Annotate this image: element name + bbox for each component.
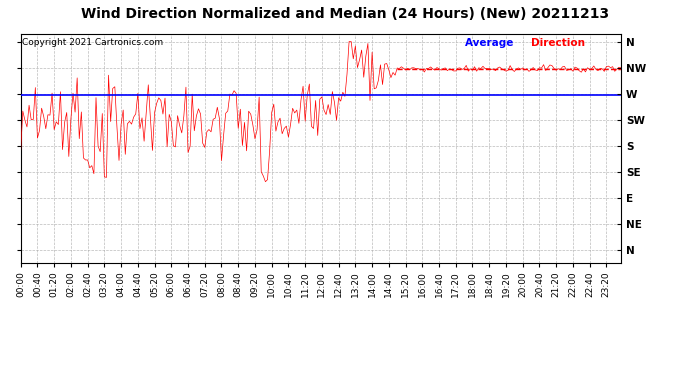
Text: Copyright 2021 Cartronics.com: Copyright 2021 Cartronics.com xyxy=(22,38,163,47)
Text: Direction: Direction xyxy=(531,38,585,48)
Text: Wind Direction Normalized and Median (24 Hours) (New) 20211213: Wind Direction Normalized and Median (24… xyxy=(81,8,609,21)
Text: Average: Average xyxy=(465,38,517,48)
